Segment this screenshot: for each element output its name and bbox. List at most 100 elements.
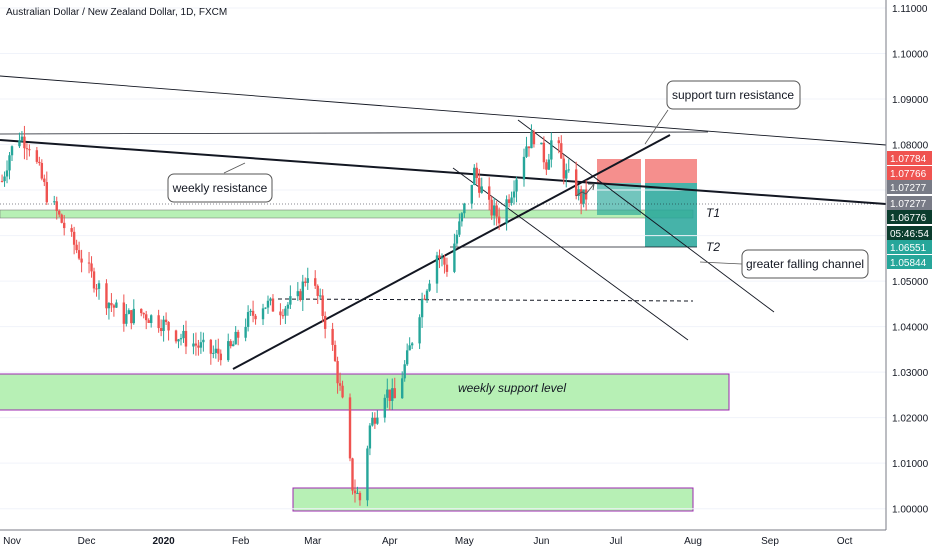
candle — [316, 284, 319, 304]
candle — [577, 185, 580, 201]
y-tick-label: 1.08000 — [892, 141, 929, 152]
candle — [567, 159, 570, 173]
candle — [77, 241, 81, 261]
candle — [443, 254, 446, 274]
weekly-resistance-label: weekly resistance — [172, 181, 268, 195]
candle — [177, 338, 180, 349]
candle — [80, 249, 83, 273]
candle — [279, 303, 282, 325]
candle — [157, 309, 160, 333]
candle — [264, 307, 267, 310]
candle — [505, 195, 508, 231]
candle — [425, 288, 429, 303]
projection-arrowhead — [588, 183, 595, 191]
candle — [286, 302, 290, 316]
y-tick-label: 1.05000 — [892, 277, 929, 288]
price-tag-label: 1.06776 — [890, 213, 927, 224]
t1-label: T1 — [706, 206, 720, 220]
candle — [321, 289, 324, 323]
candle — [289, 285, 292, 310]
candle — [145, 310, 148, 330]
candle — [209, 338, 213, 365]
candle — [463, 202, 466, 218]
candle — [127, 308, 131, 315]
candle — [579, 185, 583, 215]
candle — [438, 249, 441, 269]
candle — [530, 124, 533, 149]
candle — [341, 380, 344, 399]
ascending-trendline — [232, 134, 671, 370]
candle — [55, 196, 58, 220]
candle — [487, 177, 491, 211]
candle — [0, 174, 4, 183]
candles — [0, 124, 588, 507]
candle — [460, 212, 464, 227]
candle — [296, 282, 300, 301]
candle — [249, 308, 252, 316]
weekly-support-label: weekly support level — [458, 381, 566, 395]
t2-label: T2 — [706, 240, 720, 254]
top-horizontal-level — [0, 131, 709, 135]
price-tag: 1.07277 — [887, 180, 932, 194]
price-tag-label: 1.07784 — [890, 154, 927, 165]
candle — [18, 132, 21, 149]
candle — [435, 251, 439, 293]
price-tag-label: 1.07277 — [890, 199, 927, 210]
candle — [458, 213, 461, 238]
candle — [227, 333, 230, 362]
candle — [331, 322, 334, 351]
greater-falling-channel-label: greater falling channel — [746, 257, 864, 271]
candle — [401, 371, 404, 399]
price-tag-label: 1.06551 — [890, 243, 927, 254]
y-tick-label: 1.11000 — [892, 4, 928, 15]
candle — [393, 377, 396, 399]
support-turn-resistance-label: support turn resistance — [672, 88, 794, 102]
candle — [388, 389, 391, 411]
candle — [234, 326, 237, 345]
candle — [473, 164, 476, 186]
candle — [147, 318, 150, 324]
y-tick-label: 1.00000 — [892, 505, 929, 516]
candle — [478, 169, 481, 198]
price-tag: 1.06776 — [887, 210, 932, 224]
candle — [376, 410, 379, 425]
candle — [35, 147, 39, 164]
candle — [532, 129, 536, 148]
candle — [353, 479, 357, 503]
candle — [542, 136, 546, 170]
x-tick-label: Oct — [837, 536, 853, 547]
candle — [522, 148, 526, 187]
x-tick-label: Jun — [533, 536, 549, 547]
candle — [304, 277, 307, 287]
candle — [261, 303, 265, 326]
candle — [565, 163, 568, 188]
price-tag: 1.07766 — [887, 166, 932, 180]
candle — [130, 309, 133, 330]
candle — [10, 145, 14, 161]
candle — [244, 318, 247, 342]
candle — [351, 457, 354, 495]
candle — [584, 180, 588, 211]
candle — [455, 229, 459, 247]
candle — [28, 144, 31, 157]
candle — [8, 152, 11, 180]
price-axis[interactable]: 1.00000 1.01000 1.02000 1.03000 1.04000 1.050… — [885, 0, 932, 550]
time-axis[interactable]: Nov Dec 2020 Feb Mar Apr May Jun Jul Aug Sep Oct — [0, 529, 886, 550]
candle — [5, 160, 9, 184]
candle — [179, 333, 183, 346]
callout-greater-falling-channel: greater falling channel — [699, 249, 869, 279]
dashed-mid-level — [277, 298, 694, 302]
callout-support-turn-resistance: support turn resistance — [644, 80, 801, 145]
candle — [440, 253, 444, 267]
candle — [550, 132, 553, 168]
y-tick-label: 1.02000 — [892, 414, 929, 425]
candle — [490, 196, 493, 220]
candle — [348, 393, 352, 462]
candle — [70, 224, 73, 237]
candle — [492, 197, 496, 226]
price-tag: 05:46:54 — [887, 226, 932, 240]
candle — [219, 349, 222, 366]
candle — [512, 180, 516, 205]
